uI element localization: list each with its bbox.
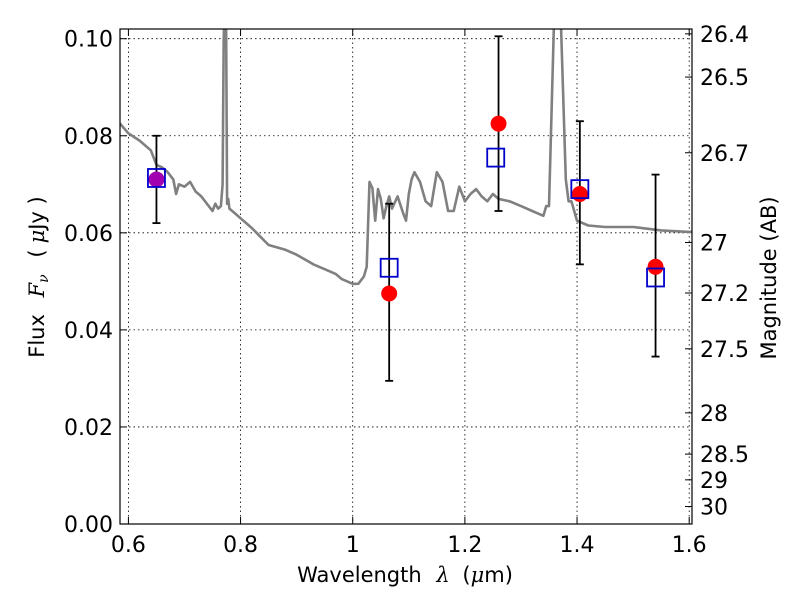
- y-tick-label: 0.04: [64, 319, 113, 344]
- x-tick-label: 1: [346, 533, 360, 558]
- ticks: 0.6 0.8 1 1.2 1.4 1.6 0.00 0.02 0.04 0.06 0.08 0.10…: [64, 23, 749, 558]
- right-axis-label: Magnitude (AB): [757, 196, 781, 359]
- y-tick-label: 0.08: [64, 125, 113, 150]
- right-tick-label: 26.4: [700, 23, 749, 48]
- x-axis-label: Wavelength λ (μm): [297, 563, 513, 587]
- y-tick-label: 0.02: [64, 416, 113, 441]
- y-tick-label: 0.06: [64, 222, 113, 247]
- right-tick-label: 27: [700, 232, 728, 257]
- spectrum-line: [120, 29, 692, 286]
- x-tick-label: 1.2: [447, 533, 482, 558]
- template-spectrum: [120, 29, 692, 286]
- observed-point: [571, 186, 588, 202]
- y-axis-label: Flux Fν (μJy ): [25, 196, 53, 357]
- observed-point: [148, 171, 165, 188]
- x-tick-label: 1.6: [672, 533, 707, 558]
- observed-point: [647, 258, 664, 275]
- model-point: [379, 257, 399, 278]
- right-tick-label: 27.5: [700, 338, 749, 363]
- right-tick-label: 26.5: [700, 66, 749, 91]
- x-tick-label: 0.8: [223, 533, 258, 558]
- right-tick-label: 29: [700, 469, 728, 494]
- x-tick-label: 0.6: [111, 533, 146, 558]
- model-point: [486, 147, 506, 168]
- right-tick-label: 26.7: [700, 142, 749, 167]
- x-tick-label: 1.4: [560, 533, 595, 558]
- observed-point: [381, 285, 398, 302]
- y-tick-label: 0.10: [64, 28, 113, 53]
- right-tick-label: 28.5: [700, 443, 749, 468]
- right-tick-label: 28: [700, 402, 728, 427]
- model-point: [147, 168, 166, 188]
- y-tick-label: 0.00: [64, 513, 113, 538]
- markers: [147, 115, 665, 302]
- model-point: [570, 179, 590, 200]
- model-point: [646, 267, 665, 288]
- plot-frame: [119, 28, 693, 525]
- grid-lines: [120, 29, 692, 525]
- observed-point: [490, 115, 507, 132]
- right-tick-label: 30: [700, 496, 728, 521]
- right-tick-label: 27.2: [700, 282, 749, 307]
